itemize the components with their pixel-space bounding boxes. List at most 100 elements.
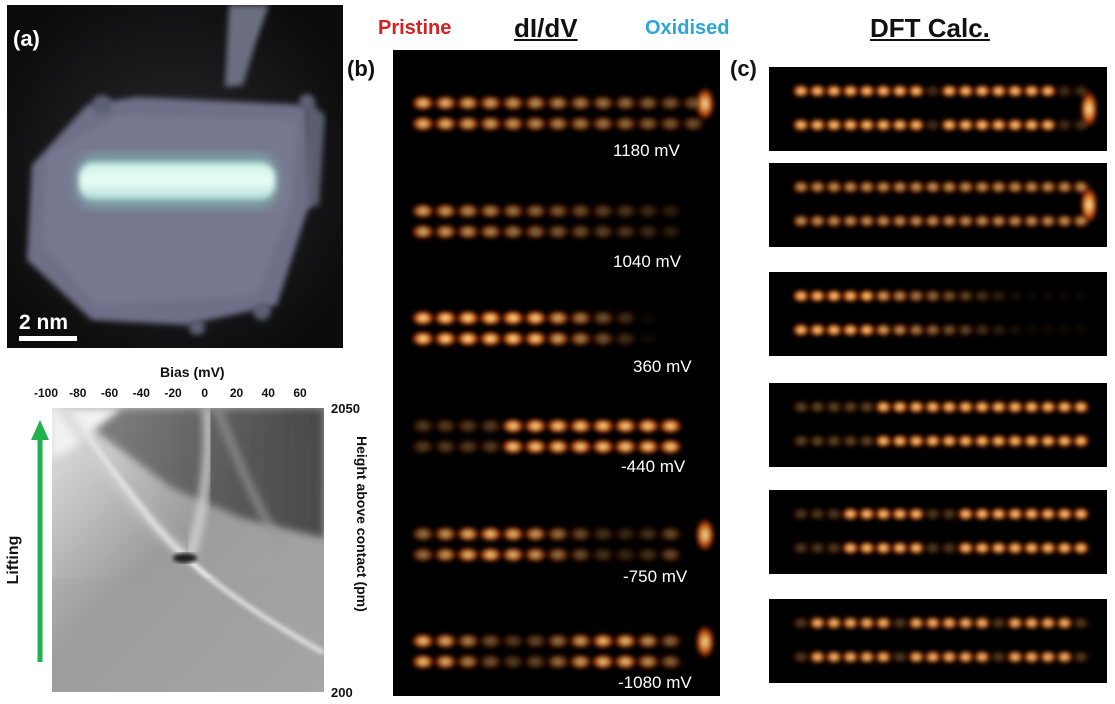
dft-lobe <box>825 119 842 131</box>
dft-lobe <box>1007 85 1024 97</box>
dft-lobe <box>1073 542 1089 554</box>
dft-lobe <box>809 542 826 554</box>
dft-lobe <box>825 181 842 193</box>
didv-cap <box>695 518 714 551</box>
didv-lobe <box>547 224 569 239</box>
didv-lobe <box>524 526 547 541</box>
didv-lobe <box>659 439 682 454</box>
dft-lobe <box>941 401 958 413</box>
dft-lobe <box>1023 401 1040 413</box>
dft-lobe <box>1007 508 1024 520</box>
didv-lobe <box>636 224 659 239</box>
didv-lobe <box>502 332 525 347</box>
didv-lobe <box>569 311 592 326</box>
dft-lobe <box>924 85 941 97</box>
dft-lobe <box>891 85 908 97</box>
dft-tile <box>769 490 1107 574</box>
dft-lobe <box>1007 542 1024 554</box>
dft-lobe <box>825 542 842 554</box>
didv-lobe <box>591 547 614 562</box>
didv-map-stack <box>393 50 720 696</box>
dft-lobe <box>793 651 809 663</box>
dft-lobe <box>858 435 875 447</box>
dft-lobe <box>875 215 892 227</box>
didv-lobe <box>479 224 502 239</box>
dft-lobe <box>957 324 974 336</box>
dft-lobe <box>1073 324 1089 336</box>
dft-lobe <box>809 401 826 413</box>
dft-lobe <box>825 290 842 302</box>
dft-lobe <box>1007 119 1024 131</box>
bias-label: -440 mV <box>621 457 686 476</box>
bias-label: 360 mV <box>633 357 692 376</box>
didv-lobe <box>479 547 502 562</box>
didv-lobe <box>524 332 547 347</box>
didv-lobe <box>659 419 682 434</box>
didv-lobe <box>659 547 682 562</box>
dft-lobe <box>1023 651 1040 663</box>
dft-lobe <box>924 435 941 447</box>
dft-lobe <box>957 85 974 97</box>
didv-lobe <box>547 203 569 218</box>
dft-lobe <box>974 215 991 227</box>
dft-lobe <box>1007 651 1024 663</box>
dft-lobe <box>891 617 908 629</box>
didv-lobe <box>614 332 637 347</box>
dft-lobe <box>793 215 809 227</box>
dft-lobe <box>908 401 925 413</box>
didv-lobe <box>547 419 569 434</box>
didv-tile <box>412 203 682 239</box>
dft-lobe <box>825 401 842 413</box>
dft-lobe <box>957 401 974 413</box>
didv-lobe <box>636 526 659 541</box>
dft-lobe <box>825 508 842 520</box>
didv-lobe <box>659 96 682 111</box>
dft-lobe <box>858 119 875 131</box>
dft-lobe <box>891 181 908 193</box>
dft-lobe <box>842 508 859 520</box>
dft-lobe <box>924 215 941 227</box>
dft-lobe <box>1007 435 1024 447</box>
dft-lobe <box>924 290 941 302</box>
dft-lobe <box>809 617 826 629</box>
lifting-label: Lifting <box>5 535 22 585</box>
didv-lobe <box>614 439 637 454</box>
didv-tile <box>412 419 682 454</box>
dft-lobe <box>1007 181 1024 193</box>
didv-lobe <box>502 311 525 326</box>
dft-lobe <box>1023 215 1040 227</box>
dft-lobe <box>1023 435 1040 447</box>
didv-lobe <box>569 526 592 541</box>
dft-lobe <box>1056 617 1073 629</box>
dft-lobe <box>1040 508 1057 520</box>
dft-lobe <box>809 181 826 193</box>
didv-lobe <box>502 224 525 239</box>
dft-lobe <box>908 119 925 131</box>
dft-lobe <box>793 181 809 193</box>
didv-lobe <box>547 634 569 649</box>
didv-lobe <box>524 634 547 649</box>
didv-lobe <box>479 634 502 649</box>
dft-lobe <box>1056 435 1073 447</box>
didv-lobe <box>547 439 569 454</box>
didv-lobe <box>457 203 480 218</box>
dft-lobe <box>990 617 1007 629</box>
dft-lobe <box>1040 290 1057 302</box>
didv-lobe <box>636 547 659 562</box>
didv-lobe <box>434 634 457 649</box>
dft-lobe <box>793 290 809 302</box>
didv-lobe <box>524 224 547 239</box>
dft-lobe <box>858 617 875 629</box>
didv-lobe <box>569 224 592 239</box>
dft-lobe <box>891 401 908 413</box>
didv-lobe <box>457 547 480 562</box>
didv-lobe <box>434 203 457 218</box>
dft-lobe <box>891 290 908 302</box>
didv-lobe <box>636 332 659 347</box>
dft-lobe <box>974 85 991 97</box>
dft-lobe <box>1040 435 1057 447</box>
dft-lobe <box>891 324 908 336</box>
dft-lobe <box>1073 617 1089 629</box>
dft-lobe <box>990 508 1007 520</box>
dft-lobe <box>941 651 958 663</box>
